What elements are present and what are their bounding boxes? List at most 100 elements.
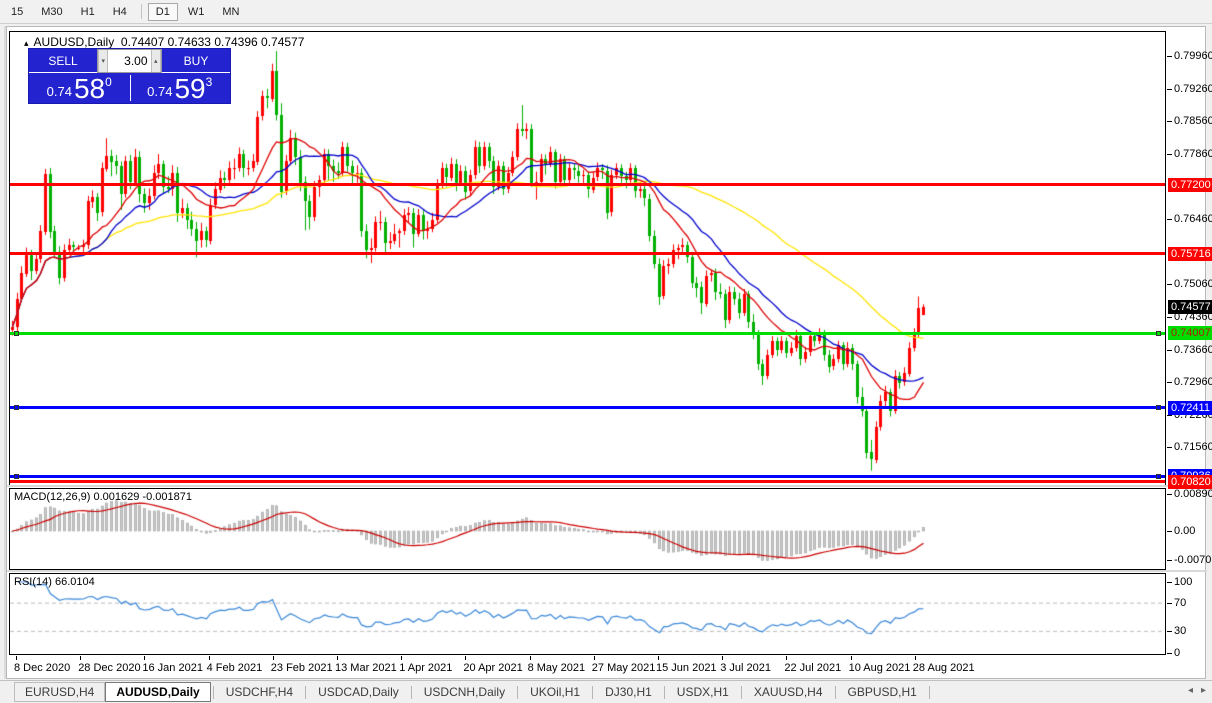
horizontal-line-0.72411[interactable] xyxy=(10,406,1165,409)
panel-splitter[interactable] xyxy=(7,485,1207,487)
volume-decrease-button[interactable]: ▾ xyxy=(98,50,109,72)
macd-axis-tick-mark xyxy=(1167,494,1172,495)
horizontal-line-0.70936[interactable] xyxy=(10,475,1165,478)
price-axis-label: 0.79260 xyxy=(1174,83,1212,95)
timeframe-button-15[interactable]: 15 xyxy=(3,3,31,21)
date-axis-tick xyxy=(80,656,82,660)
chart-tab-ukoil-h1[interactable]: UKOil,H1 xyxy=(530,685,581,699)
line-handle[interactable] xyxy=(14,331,19,336)
chart-tab-usdchf-h4[interactable]: USDCHF,H4 xyxy=(225,685,294,699)
rsi-axis-label: 0 xyxy=(1174,647,1181,659)
candlestick-canvas[interactable] xyxy=(10,32,1165,485)
macd-axis-tick-mark xyxy=(1167,531,1172,532)
price-level-marker: 0.72411 xyxy=(1168,401,1212,415)
timeframe-button-h4[interactable]: H4 xyxy=(105,3,135,21)
chart-tab-gbpusd-h1[interactable]: GBPUSD,H1 xyxy=(847,685,917,699)
rsi-axis-tick-mark xyxy=(1167,582,1172,583)
price-axis[interactable]: 0.79960 0.79260 0.78560 0.77860 0.76460 0.750… xyxy=(1167,31,1212,679)
buy-button[interactable]: BUY xyxy=(162,49,230,73)
buy-price-sup: 3 xyxy=(205,75,213,89)
sell-price-prefix: 0.74 xyxy=(46,84,72,99)
line-handle[interactable] xyxy=(1156,474,1161,479)
date-axis-tick xyxy=(401,656,403,660)
date-axis-tick xyxy=(593,656,595,660)
timeframe-toolbar: 15 M30 H1 H4 D1 W1 MN xyxy=(0,0,1212,24)
macd-canvas xyxy=(10,489,1165,569)
date-axis-tick xyxy=(786,656,788,660)
line-handle[interactable] xyxy=(1156,331,1161,336)
price-axis-label: 0.72960 xyxy=(1174,376,1212,388)
rsi-label: RSI(14) 66.0104 xyxy=(14,576,95,588)
price-axis-tick-mark xyxy=(1167,121,1172,122)
price-axis-label: 0.75060 xyxy=(1174,278,1212,290)
date-axis-tick xyxy=(465,656,467,660)
chart-tab-xauusd-h4[interactable]: XAUUSD,H4 xyxy=(753,685,823,699)
date-axis-label: 15 Jun 2021 xyxy=(656,662,717,674)
price-level-marker: 0.74577 xyxy=(1168,300,1212,314)
tab-separator xyxy=(410,685,412,699)
date-axis-tick xyxy=(16,656,17,660)
buy-price-big: 59 xyxy=(174,73,206,104)
horizontal-line-0.74007[interactable] xyxy=(10,332,1165,335)
timeframe-button-d1[interactable]: D1 xyxy=(147,2,178,21)
line-handle[interactable] xyxy=(14,474,19,479)
macd-panel[interactable]: MACD(12,26,9) 0.001629 -0.001871 xyxy=(9,488,1166,570)
timeframe-button-h1[interactable]: H1 xyxy=(73,3,103,21)
line-handle[interactable] xyxy=(1156,405,1161,410)
timeframe-button-m30[interactable]: M30 xyxy=(33,3,70,21)
tab-scroll-right-icon[interactable]: ▸ xyxy=(1200,685,1206,696)
macd-axis-tick-mark xyxy=(1167,560,1172,561)
price-axis-tick-mark xyxy=(1167,350,1172,351)
price-axis-label: 0.76460 xyxy=(1174,213,1212,225)
macd-label: MACD(12,26,9) 0.001629 -0.001871 xyxy=(14,491,192,503)
toolbar-separator xyxy=(140,4,142,19)
rsi-axis-label: 30 xyxy=(1174,625,1187,637)
horizontal-line-0.772[interactable] xyxy=(10,183,1165,186)
chart-tab-usdx-h1[interactable]: USDX,H1 xyxy=(676,685,729,699)
panel-splitter[interactable] xyxy=(7,570,1207,572)
macd-axis-label: 0.00 xyxy=(1174,525,1196,537)
date-axis-tick xyxy=(850,656,852,660)
price-axis-label: 0.73660 xyxy=(1174,344,1212,356)
rsi-panel[interactable]: RSI(14) 66.0104 xyxy=(9,573,1166,655)
buy-price[interactable]: 0.74 59 3 xyxy=(130,73,231,103)
buy-price-prefix: 0.74 xyxy=(147,84,173,99)
price-level-marker: 0.70820 xyxy=(1168,475,1212,489)
date-axis-label: 22 Jul 2021 xyxy=(784,662,842,674)
sell-button[interactable]: SELL xyxy=(29,49,97,73)
date-axis-label: 28 Dec 2020 xyxy=(78,662,141,674)
chart-tab-dj30-h1[interactable]: DJ30,H1 xyxy=(605,685,652,699)
price-level-marker: 0.75716 xyxy=(1168,247,1212,261)
chart-tab-eurusd-h4[interactable]: EURUSD,H4 xyxy=(14,682,106,702)
price-axis-tick-mark xyxy=(1167,447,1172,448)
date-axis[interactable]: 8 Dec 2020 28 Dec 2020 16 Jan 2021 4 Feb 20… xyxy=(9,656,1166,679)
chart-tab-bar: EURUSD,H4 AUDUSD,Daily USDCHF,H4 USDCAD,Dai… xyxy=(0,680,1212,703)
tab-separator xyxy=(928,685,930,699)
main-chart-panel[interactable]: ▴ AUDUSD,Daily 0.74407 0.74633 0.74396 0.… xyxy=(9,31,1166,486)
timeframe-button-w1[interactable]: W1 xyxy=(180,3,213,21)
rsi-axis-tick-mark xyxy=(1167,603,1172,604)
date-axis-label: 8 May 2021 xyxy=(527,662,586,674)
chart-tab-usdcnh-daily[interactable]: USDCNH,Daily xyxy=(423,685,506,699)
price-axis-tick-mark xyxy=(1167,219,1172,220)
date-axis-tick xyxy=(337,656,338,660)
tab-separator xyxy=(592,685,594,699)
chart-tab-usdcad-daily[interactable]: USDCAD,Daily xyxy=(318,685,399,699)
date-axis-tick xyxy=(144,656,146,660)
rsi-canvas xyxy=(10,574,1165,654)
chart-tab-audusd-daily[interactable]: AUDUSD,Daily xyxy=(105,682,211,702)
timeframe-button-mn[interactable]: MN xyxy=(214,3,247,21)
horizontal-line-0.7082[interactable] xyxy=(10,480,1165,483)
volume-increase-button[interactable]: ▴ xyxy=(150,50,161,72)
tab-scroll-left-icon[interactable]: ◂ xyxy=(1187,685,1193,696)
sell-price[interactable]: 0.74 58 0 xyxy=(29,73,130,103)
price-axis-label: 0.78560 xyxy=(1174,115,1212,127)
rsi-axis-label: 70 xyxy=(1174,597,1187,609)
horizontal-line-0.75716[interactable] xyxy=(10,252,1165,255)
sell-price-sup: 0 xyxy=(105,75,112,89)
price-divider xyxy=(129,75,131,101)
volume-input[interactable] xyxy=(108,50,151,72)
macd-axis-label: -0.007013 xyxy=(1174,554,1212,566)
line-handle[interactable] xyxy=(14,405,19,410)
date-axis-tick xyxy=(722,656,724,660)
